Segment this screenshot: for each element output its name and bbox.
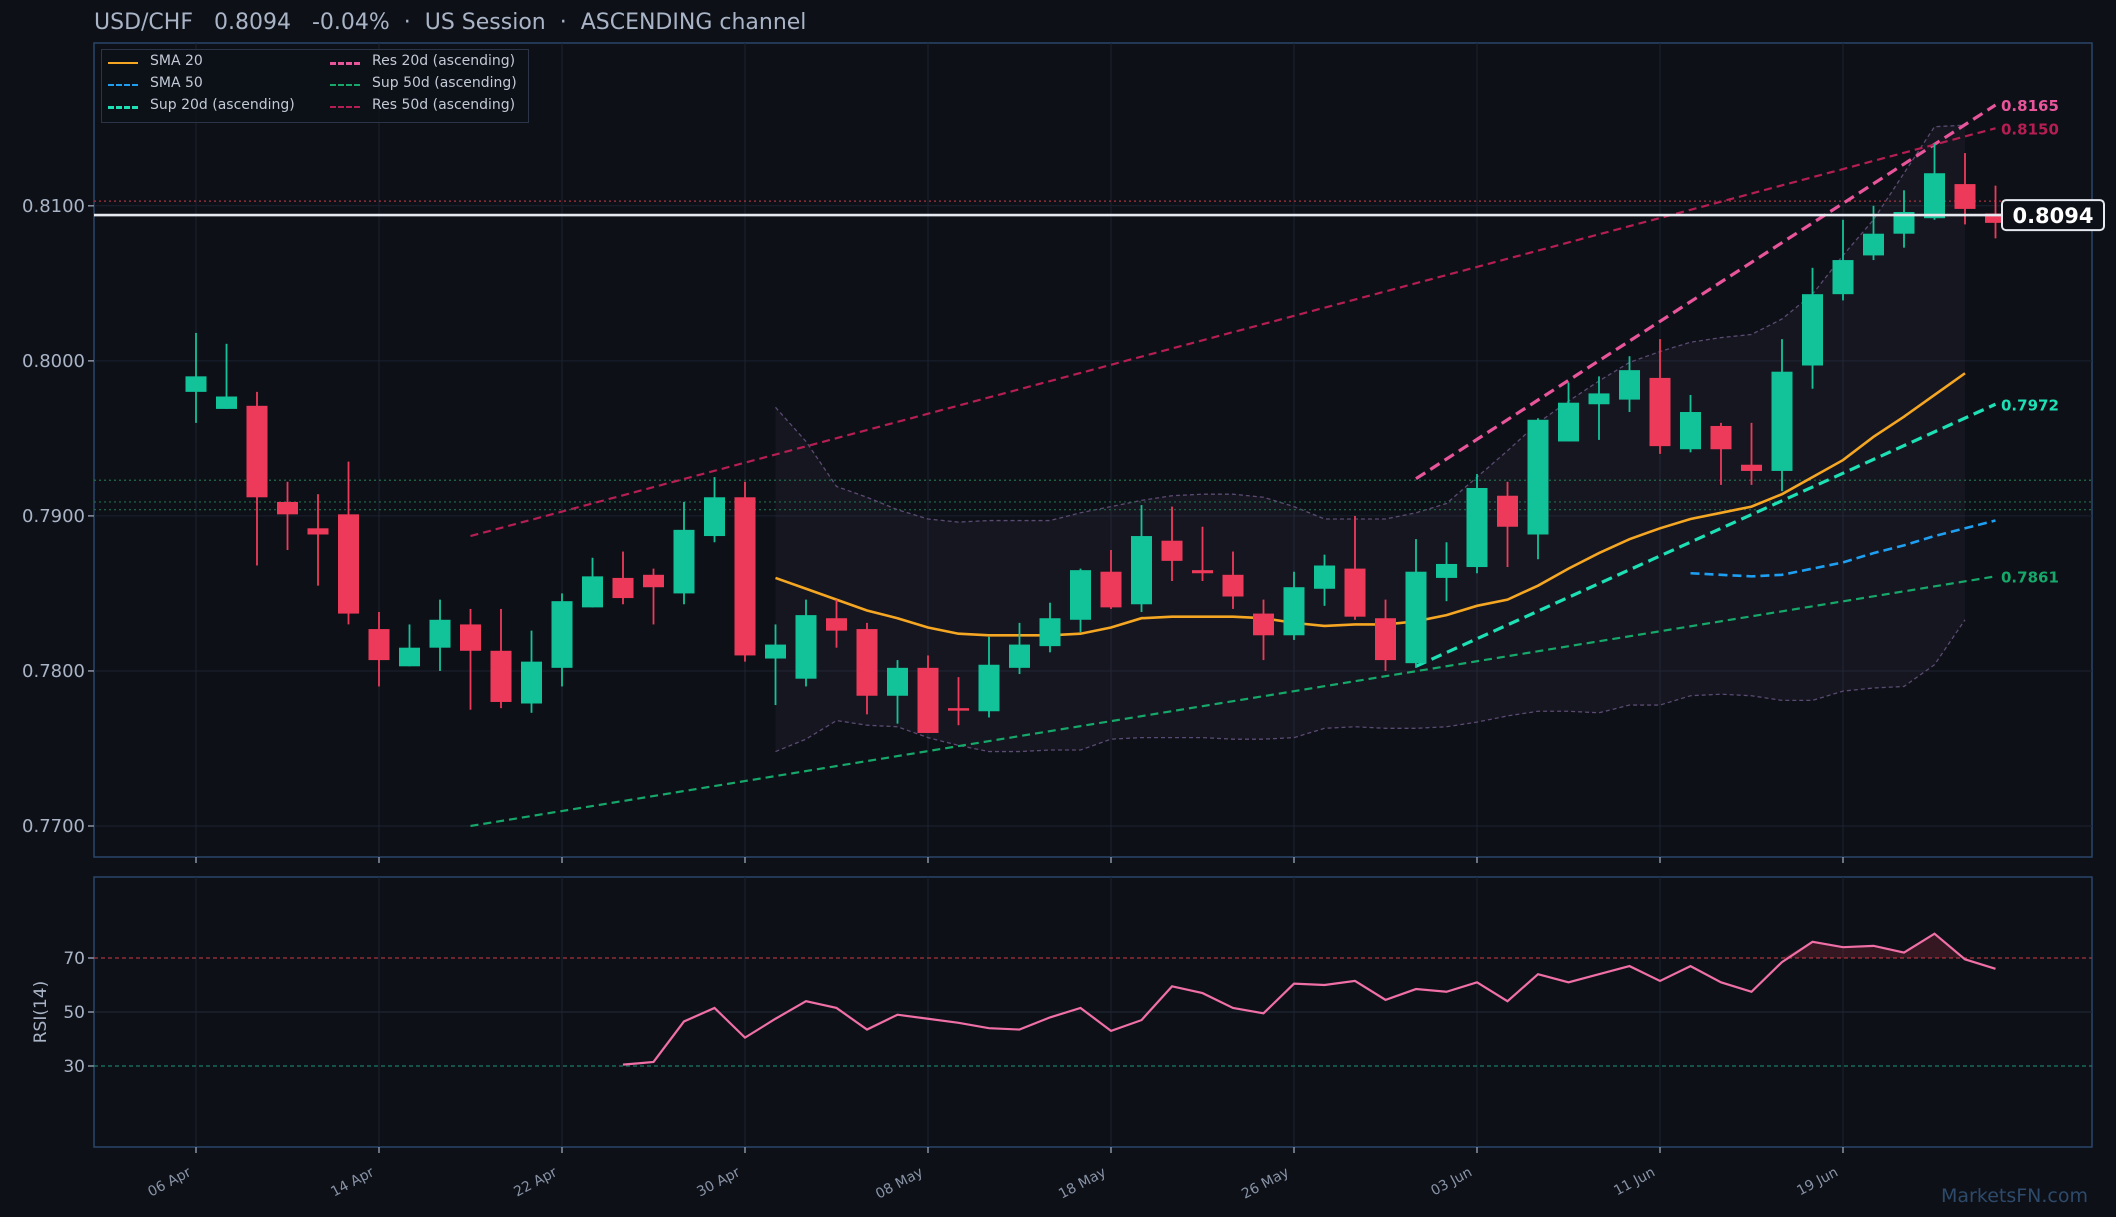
candle-body xyxy=(1253,613,1274,636)
candle-body xyxy=(1314,565,1335,589)
chart-title: USD/CHF 0.8094 -0.04% · US Session · ASC… xyxy=(94,10,807,35)
candle-body xyxy=(1039,618,1061,647)
candle-body xyxy=(1588,393,1610,405)
candle-body xyxy=(1100,571,1122,608)
candle-body xyxy=(216,396,237,409)
candle-body xyxy=(551,601,573,668)
candle-body xyxy=(856,629,878,696)
candle-body xyxy=(1131,536,1152,605)
candle-body xyxy=(1893,212,1915,234)
candle-body xyxy=(1497,495,1518,527)
y-tick-label: 0.7900 xyxy=(22,506,85,527)
last-price-label: 0.8094 xyxy=(2012,204,2093,228)
candle-body xyxy=(1527,419,1549,535)
candle-body xyxy=(1375,618,1396,661)
rsi-y-tick-label: 70 xyxy=(63,949,85,969)
candle-body xyxy=(734,497,756,656)
candle-body xyxy=(795,615,817,679)
candle-body xyxy=(1466,487,1488,568)
candle-body xyxy=(1832,260,1854,295)
candle-body xyxy=(1009,644,1030,668)
candle-body xyxy=(1710,425,1732,450)
candle-body xyxy=(490,650,512,702)
candle-body xyxy=(368,629,390,661)
candle-body xyxy=(704,497,725,537)
candle-body xyxy=(185,376,207,392)
trendline-value-label: 0.7972 xyxy=(2001,396,2059,414)
watermark: MarketsFN.com xyxy=(1941,1185,2088,1207)
sma20-line xyxy=(775,372,1966,637)
bollinger-upper-line xyxy=(775,124,1966,523)
price: 0.8094 xyxy=(213,10,291,35)
candle-body xyxy=(673,529,695,594)
rsi-y-tick-label: 30 xyxy=(63,1057,85,1077)
sma50-line xyxy=(1690,519,1996,578)
candle-body xyxy=(246,405,268,498)
candle-body xyxy=(1771,371,1793,471)
channel: ASCENDING channel xyxy=(580,10,807,35)
candle-body xyxy=(643,574,664,588)
candle-body xyxy=(1802,294,1823,366)
rsi-line xyxy=(622,932,1996,1066)
candle-body xyxy=(612,577,634,599)
symbol: USD/CHF xyxy=(94,10,193,35)
candle-body xyxy=(307,528,329,535)
y-tick-label: 0.8100 xyxy=(22,196,85,217)
candle-body xyxy=(1222,574,1244,597)
candle-body xyxy=(1558,402,1579,442)
y-tick-label: 0.7800 xyxy=(22,661,85,682)
candle-body xyxy=(399,647,420,667)
candle-body xyxy=(1924,173,1945,219)
candle-body xyxy=(917,667,939,733)
y-tick-label: 0.7700 xyxy=(22,816,85,837)
candle-body xyxy=(826,618,847,631)
rsi-y-tick-label: 50 xyxy=(63,1003,85,1023)
bollinger-lower-line xyxy=(775,619,1966,753)
candle-body xyxy=(1070,570,1091,620)
candle-body xyxy=(1619,370,1640,400)
trendline xyxy=(1415,103,1997,481)
candle-body xyxy=(1344,568,1366,617)
change: -0.04% xyxy=(311,10,390,35)
trendline-value-label: 0.7861 xyxy=(2001,568,2059,586)
y-tick-label: 0.8000 xyxy=(22,351,85,372)
candle-body xyxy=(1405,571,1427,664)
price-panel-frame xyxy=(93,42,2093,858)
candle-body xyxy=(338,514,359,614)
legend: SMA 20 SMA 50 Sup 20d (ascending) Res 20… xyxy=(101,49,529,123)
candle-body xyxy=(887,667,908,696)
candle-body xyxy=(1161,540,1183,561)
trendline-value-label: 0.8150 xyxy=(2001,120,2059,138)
candle-body xyxy=(1649,377,1671,447)
last-price-badge xyxy=(2001,199,2105,232)
candle-body xyxy=(1192,570,1213,574)
candle-body xyxy=(429,619,451,648)
candle-body xyxy=(582,576,603,608)
candle-body xyxy=(1954,184,1976,209)
session: US Session xyxy=(424,10,546,35)
trendline xyxy=(1415,402,1997,668)
trendline xyxy=(470,127,1996,538)
candle-body xyxy=(978,664,1000,712)
candle-body xyxy=(1680,412,1701,450)
trendline-value-label: 0.8165 xyxy=(2001,97,2059,115)
candle-body xyxy=(1436,563,1457,578)
candle-body xyxy=(1741,464,1762,471)
candle-body xyxy=(1283,587,1305,636)
rsi-axis-label: RSI(14) xyxy=(31,981,51,1044)
candle-body xyxy=(460,624,481,651)
trendline xyxy=(470,575,1996,828)
candle-body xyxy=(521,661,542,704)
candle-body xyxy=(1863,233,1884,256)
candle-body xyxy=(765,644,786,659)
candle-body xyxy=(948,708,969,711)
candle-body xyxy=(1985,213,2006,223)
candle-body xyxy=(277,501,298,515)
